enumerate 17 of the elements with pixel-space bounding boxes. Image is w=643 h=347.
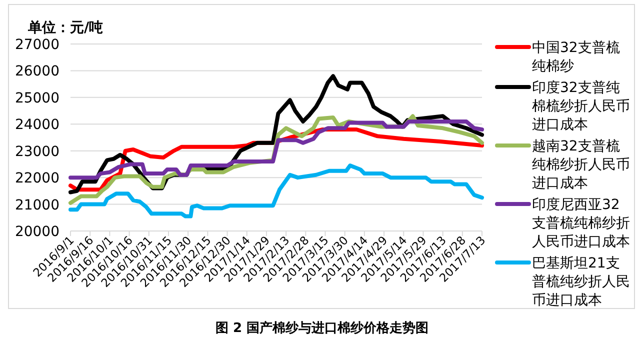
- y-tick-label: 24000: [14, 117, 60, 134]
- legend-label: 巴基斯坦21支普梳纯纱折人民币进口成本: [532, 256, 630, 308]
- y-tick-label: 23000: [14, 144, 60, 160]
- legend-label: 越南32支普梳纯棉纱折人民币进口成本: [532, 138, 630, 192]
- y-tick-label: 21000: [14, 197, 60, 214]
- y-tick-label: 20000: [14, 224, 60, 240]
- legend-label: 印度尼西亚32支普梳纯棉纱折人民币进口成本: [532, 197, 630, 250]
- y-tick-label: 27000: [14, 37, 60, 53]
- line-series: [68, 119, 484, 180]
- y-tick-label: 26000: [14, 64, 60, 80]
- text: 图 2 国产棉纱与进口棉纱价格走势图: [215, 320, 429, 336]
- legend-label: 印度32支普纯棉梳纱折人民币进口成本: [532, 79, 630, 133]
- line-series: [68, 164, 484, 218]
- y-axis-title: 单位：元/吨: [27, 20, 104, 36]
- y-tick-label: 22000: [14, 170, 60, 187]
- y-tick-label: 25000: [14, 90, 60, 106]
- legend-label: 中国32支普梳纯棉纱: [532, 39, 620, 74]
